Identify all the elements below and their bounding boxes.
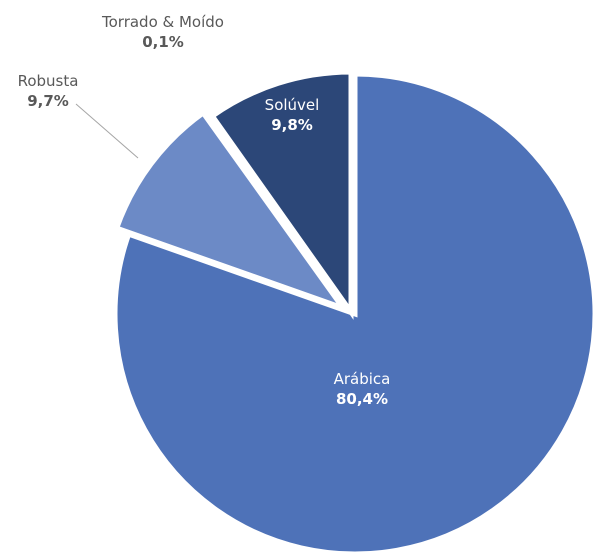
leader-line-robusta — [75, 103, 139, 159]
slice-value-robusta: 9,7% — [27, 92, 69, 110]
slice-value-torrado-moido: 0,1% — [142, 33, 184, 51]
slice-value-soluvel: 9,8% — [271, 116, 313, 134]
slice-value-arabica: 80,4% — [336, 390, 388, 408]
slice-label-robusta: Robusta — [18, 72, 79, 90]
pie-slice-soluvel — [208, 69, 354, 320]
pie-slice-robusta — [113, 109, 350, 314]
pie-slice-arabica — [112, 71, 593, 555]
slice-label-soluvel: Solúvel — [265, 96, 320, 114]
slice-label-arabica: Arábica — [334, 370, 391, 388]
slice-label-torrado-moido: Torrado & Moído — [101, 13, 224, 31]
